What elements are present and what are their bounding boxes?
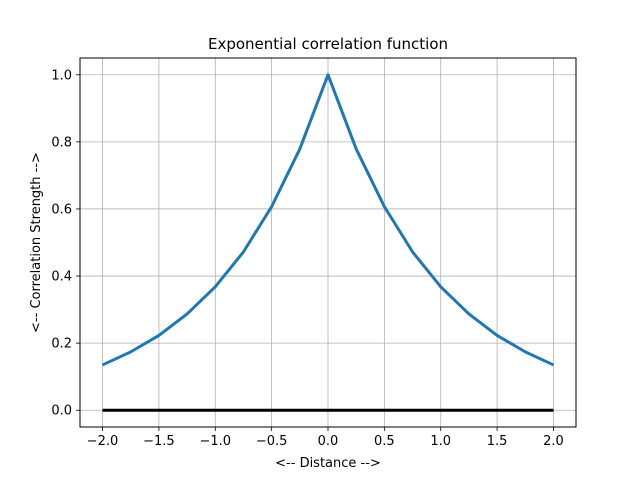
y-axis-label: <-- Correlation Strength -->: [29, 152, 44, 333]
y-tick-label-3: 0.6: [51, 202, 72, 217]
y-tick-label-0: 0.0: [51, 404, 72, 419]
y-tick-label-5: 1.0: [51, 68, 72, 83]
chart-title: Exponential correlation function: [208, 35, 448, 53]
y-tick-label-2: 0.4: [51, 270, 72, 285]
tick-layer: −2.0 −1.5 −1.0 −0.5 0.0 0.5 1.0 1.5 2.0 0.0 0.2 0.4…: [51, 68, 563, 449]
y-tick-label-1: 0.2: [51, 337, 72, 352]
x-tick-label-8: 2.0: [543, 434, 564, 449]
x-tick-label-1: −1.5: [143, 434, 175, 449]
x-tick-label-5: 0.5: [374, 434, 395, 449]
x-tick-label-4: 0.0: [318, 434, 339, 449]
x-tick-label-7: 1.5: [487, 434, 508, 449]
series-layer: [101, 73, 555, 412]
x-tick-label-3: −0.5: [256, 434, 288, 449]
grid-layer: [80, 58, 576, 427]
series-line-0: [101, 73, 555, 367]
x-tick-label-0: −2.0: [87, 434, 119, 449]
x-tick-label-6: 1.0: [430, 434, 451, 449]
x-tick-label-2: −1.0: [199, 434, 231, 449]
y-tick-label-4: 0.8: [51, 135, 72, 150]
x-axis-label: <-- Distance -->: [275, 456, 381, 471]
